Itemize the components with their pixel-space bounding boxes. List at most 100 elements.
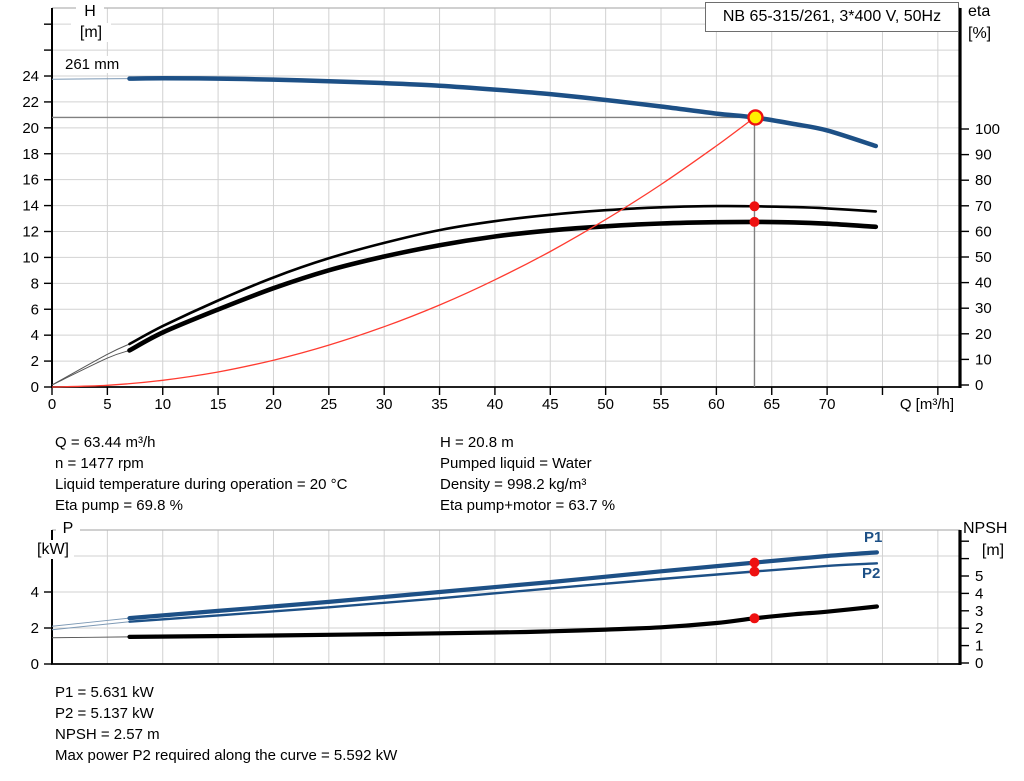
gridlines [52,530,960,664]
svg-text:6: 6 [31,301,39,318]
detail-eta-pump-motor: Eta pump+motor = 63.7 % [440,497,616,514]
svg-text:3: 3 [975,603,983,620]
duty-marker-p1 [749,557,760,568]
p2-curve-label: P2 [862,565,881,582]
duty-marker-p2 [749,566,760,577]
svg-text:8: 8 [31,275,39,292]
svg-text:0: 0 [31,656,39,673]
svg-text:0: 0 [48,396,56,413]
npsh-curve [127,604,879,639]
svg-text:14: 14 [22,198,39,215]
svg-text:18: 18 [22,146,39,163]
detail-pumped-liquid: Pumped liquid = Water [440,455,592,472]
svg-text:5: 5 [103,396,111,413]
duty-details-right: H = 20.8 m Pumped liquid = Water Density… [440,432,615,516]
power-details: P1 = 5.631 kW P2 = 5.137 kW NPSH = 2.57 … [55,682,397,766]
svg-text:16: 16 [22,172,39,189]
eta-pump-motor-curve-thin-extension [51,349,130,386]
detail-max-power: Max power P2 required along the curve = … [55,747,398,764]
svg-text:5: 5 [975,568,983,585]
impeller-diameter-label: 261 mm [63,56,122,73]
svg-text:2: 2 [975,620,983,637]
p1-curve-thin-extension [51,617,130,627]
svg-text:70: 70 [819,396,836,413]
svg-text:10: 10 [154,396,171,413]
svg-text:60: 60 [975,223,992,240]
svg-text:20: 20 [975,326,992,343]
p1-curve [127,550,879,621]
pump-title-box: NB 65-315/261, 3*400 V, 50Hz [705,2,959,32]
svg-text:15: 15 [210,396,227,413]
p-axis-label: P [56,519,80,538]
svg-text:0: 0 [975,377,983,394]
svg-text:50: 50 [597,396,614,413]
p-axis-unit: [kW] [32,540,74,559]
detail-speed: n = 1477 rpm [55,455,144,472]
svg-text:22: 22 [22,94,39,111]
svg-text:35: 35 [431,396,448,413]
svg-text:50: 50 [975,249,992,266]
svg-text:10: 10 [22,249,39,266]
duty-marker-npsh [749,613,760,624]
svg-text:20: 20 [265,396,282,413]
detail-p1: P1 = 5.631 kW [55,684,154,701]
system-curve [51,116,755,388]
svg-text:12: 12 [22,224,39,241]
duty-marker-eta-pump-motor [749,216,760,227]
eta-pump-curve-thin-extension [51,343,130,386]
axis-ticks: 0246810121416182022240102030405060708090… [22,23,1000,413]
svg-text:0: 0 [31,379,39,396]
detail-head: H = 20.8 m [440,434,514,451]
p2-curve-thin-extension [51,621,130,631]
head-curve [127,76,879,149]
svg-text:65: 65 [763,396,780,413]
h-axis-unit: [m] [71,23,111,42]
svg-text:25: 25 [320,396,337,413]
svg-text:30: 30 [376,396,393,413]
svg-text:45: 45 [542,396,559,413]
svg-text:4: 4 [975,585,983,602]
svg-text:90: 90 [975,147,992,164]
eta-pump-curve [128,204,878,346]
q-axis-label: Q [m³/h] [899,396,954,413]
eta-pump-motor-curve [127,219,879,353]
svg-text:55: 55 [653,396,670,413]
head-curve-thin-extension [51,78,130,80]
svg-text:2: 2 [31,353,39,370]
svg-text:70: 70 [975,198,992,215]
detail-liquid-temperature: Liquid temperature during operation = 20… [55,476,348,493]
npsh-curve-thin-extension [51,636,130,639]
npsh-axis-label: NPSH [963,519,1021,538]
duty-marker-eta-pump [749,201,760,212]
svg-text:1: 1 [975,638,983,655]
detail-p2: P2 = 5.137 kW [55,705,154,722]
svg-text:30: 30 [975,300,992,317]
gridlines [52,8,960,387]
svg-text:4: 4 [31,584,39,601]
svg-text:24: 24 [22,68,39,85]
svg-text:80: 80 [975,172,992,189]
svg-text:20: 20 [22,120,39,137]
duty-point-marker [747,109,764,126]
svg-text:0: 0 [975,655,983,672]
svg-text:40: 40 [975,275,992,292]
detail-q: Q = 63.44 m³/h [55,434,156,451]
p2-curve [128,562,879,623]
svg-text:4: 4 [31,327,39,344]
detail-npsh: NPSH = 2.57 m [55,726,160,743]
p1-curve-label: P1 [864,529,883,546]
h-axis-label: H [76,2,104,21]
detail-density: Density = 998.2 kg/m³ [440,476,587,493]
svg-text:100: 100 [975,121,1000,138]
npsh-axis-unit: [m] [978,541,1008,560]
svg-text:10: 10 [975,351,992,368]
svg-text:2: 2 [31,620,39,637]
svg-text:40: 40 [487,396,504,413]
eta-axis-unit: [%] [968,24,1012,43]
eta-axis-label: eta [968,2,1012,21]
detail-eta-pump: Eta pump = 69.8 % [55,497,183,514]
duty-details-left: Q = 63.44 m³/h n = 1477 rpm Liquid tempe… [55,432,347,516]
